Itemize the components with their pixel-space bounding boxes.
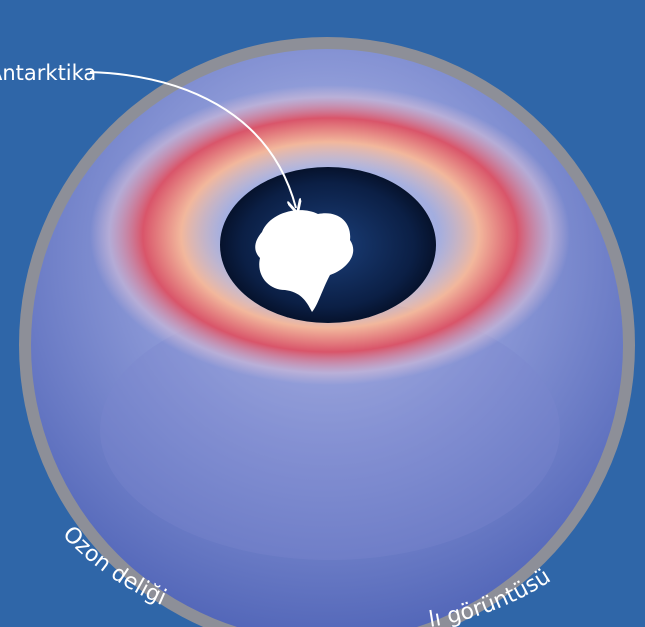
- arrow: [89, 71, 296, 208]
- label: Antarktika: [0, 61, 96, 85]
- antarctica: [255, 210, 354, 312]
